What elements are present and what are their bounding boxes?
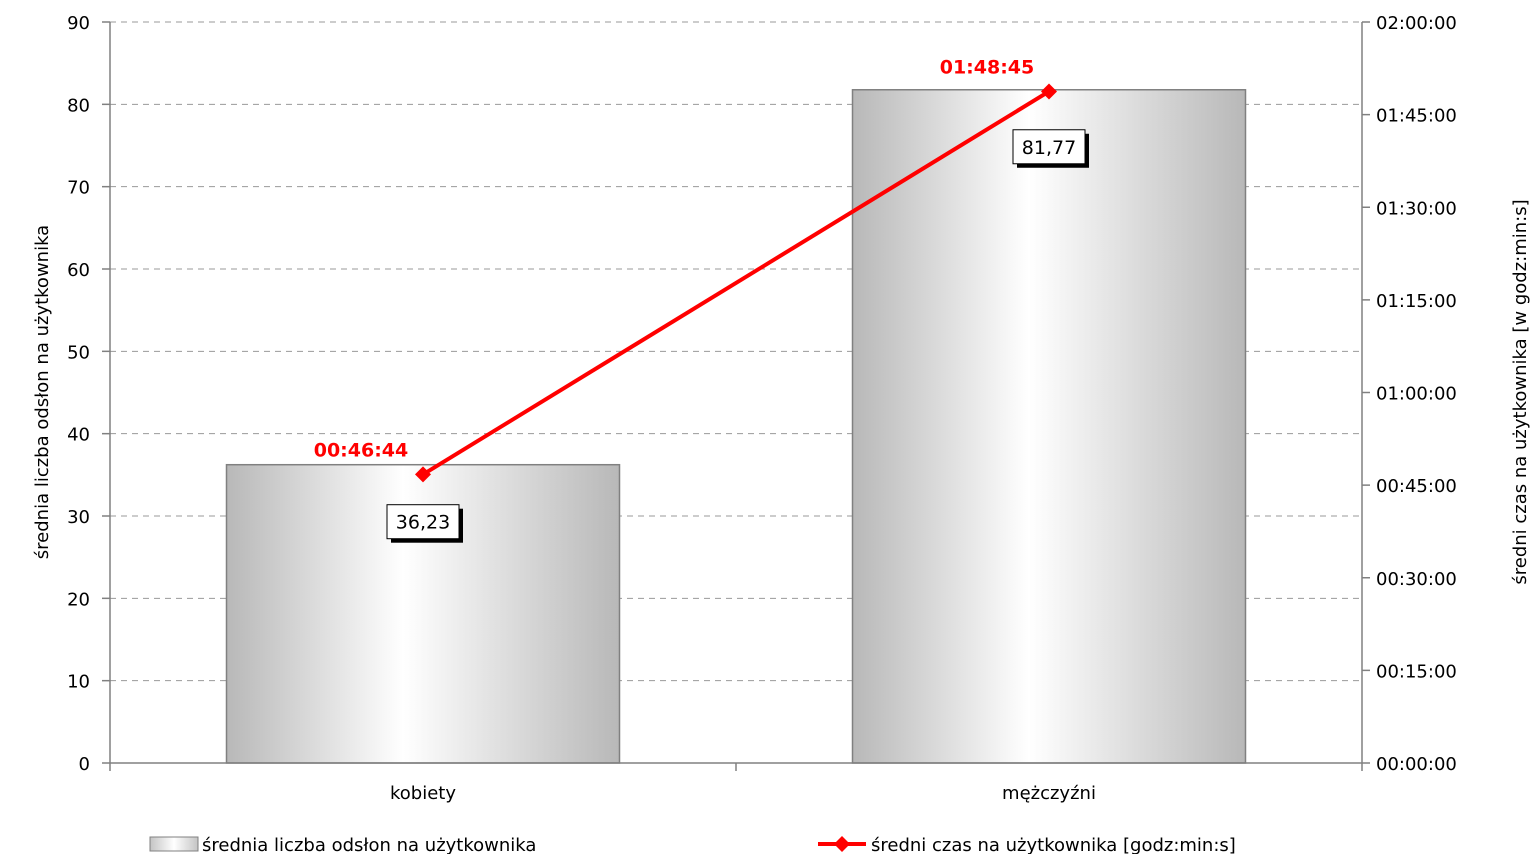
y-tick-label-right: 00:00:00 <box>1376 754 1457 775</box>
bar-series <box>225 89 1247 764</box>
legend: średnia liczba odsłon na użytkownika śre… <box>149 835 1236 854</box>
y-tick-label-left: 30 <box>67 507 90 528</box>
bar-data-label-2: 81,77 <box>1022 137 1076 159</box>
y-tick-label-right: 00:45:00 <box>1376 476 1457 497</box>
x-tick-label: kobiety <box>390 783 456 804</box>
y-tick-label-right: 00:30:00 <box>1376 569 1457 590</box>
line-series <box>415 83 1057 483</box>
y-tick-label-left: 20 <box>67 589 90 610</box>
y-axis-title-left: średnia liczba odsłon na użytkownika <box>32 225 53 559</box>
series-line <box>421 89 1051 477</box>
x-tick-label: mężczyźni <box>1002 783 1096 804</box>
bar-label-box <box>386 504 460 540</box>
line-point-1 <box>415 466 431 483</box>
y-tick-label-left: 40 <box>67 425 90 446</box>
y-tick-label-left: 80 <box>67 95 90 116</box>
y-tick-label-left: 50 <box>67 342 90 363</box>
y-tick-label-right: 01:00:00 <box>1376 384 1457 405</box>
y-tick-label-left: 90 <box>67 13 90 34</box>
line-data-label-1: 00:46:44 <box>314 439 409 461</box>
legend-bar-swatch <box>149 836 199 852</box>
line-point-2 <box>1041 83 1057 100</box>
y-tick-label-left: 0 <box>79 754 90 775</box>
y-axis-title-right: średni czas na użytkownika [w godz:min:s… <box>1510 199 1531 584</box>
bar-data-label-1: 36,23 <box>396 512 450 534</box>
y-tick-label-left: 10 <box>67 672 90 693</box>
bar-2 <box>851 89 1247 764</box>
data-labels: 00:46:44 01:48:45 36,23 81,77 <box>314 56 1089 543</box>
line-data-label-2: 01:48:45 <box>940 56 1035 78</box>
legend-bar-label: średnia liczba odsłon na użytkownika <box>202 835 536 854</box>
legend-line-marker <box>834 836 850 852</box>
y-tick-label-right: 02:00:00 <box>1376 13 1457 34</box>
bar-label-box <box>1012 129 1086 165</box>
legend-line-label: średni czas na użytkownika [godz:min:s] <box>871 835 1236 854</box>
y-tick-label-right: 01:30:00 <box>1376 198 1457 219</box>
y-tick-label-left: 60 <box>67 260 90 281</box>
axes: 0 10 20 30 40 50 60 70 80 90 00:00:00 00:15:00 00:30… <box>67 13 1457 804</box>
y-tick-label-left: 70 <box>67 178 90 199</box>
y-tick-label-right: 01:45:00 <box>1376 106 1457 127</box>
y-tick-label-right: 01:15:00 <box>1376 291 1457 312</box>
y-tick-label-right: 00:15:00 <box>1376 661 1457 682</box>
